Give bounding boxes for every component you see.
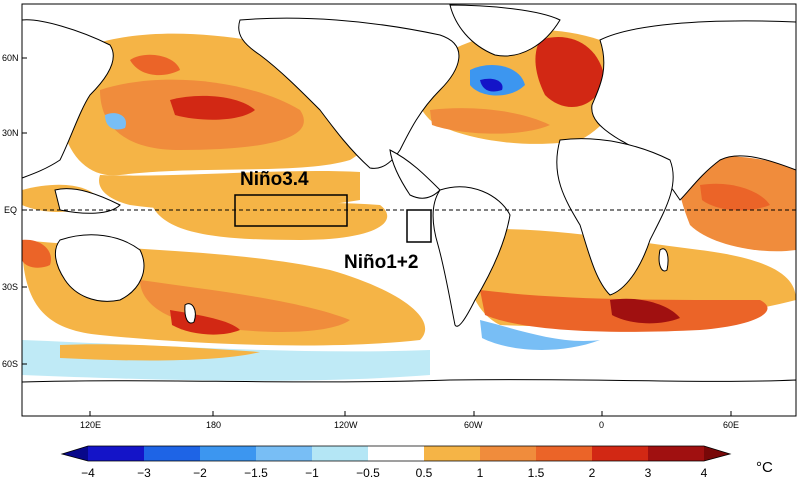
colorbar-label: −0.5	[356, 466, 380, 479]
lat-tick-label: 30N	[2, 128, 19, 138]
colorbar-swatch	[200, 446, 256, 461]
colorbar-swatch	[424, 446, 480, 461]
lat-tick-label: EQ	[4, 205, 17, 215]
anomaly-field	[22, 30, 796, 381]
colorbar-unit: °C	[756, 459, 773, 476]
colorbar-labels: −4 −3 −2 −1.5 −1 −0.5 0.5 1 1.5 2 3 4	[81, 466, 708, 480]
lon-tick-label: 180	[206, 420, 221, 430]
colorbar-label: 4	[701, 466, 708, 479]
colorbar-outline	[60, 445, 732, 462]
colorbar-swatch	[256, 446, 312, 461]
nino34-box	[234, 194, 348, 227]
colorbar-swatch	[88, 446, 144, 461]
colorbar-label: −1	[305, 466, 319, 479]
colorbar-label: 0.5	[416, 466, 433, 479]
lon-tick-label: 60E	[723, 420, 739, 430]
lat-tick-label: 60S	[2, 359, 18, 369]
nino12-box	[406, 209, 432, 243]
nino34-label: Niño3.4	[240, 169, 309, 190]
colorbar-swatch	[648, 446, 704, 461]
colorbar-swatch	[592, 446, 648, 461]
colorbar-label: 2	[589, 466, 596, 479]
colorbar-swatch	[144, 446, 200, 461]
lat-ticks: 60N 30N EQ 30S 60S	[2, 53, 27, 369]
colorbar-label: −3	[137, 466, 151, 479]
colorbar-label: −2	[193, 466, 207, 479]
lat-tick-label: 30S	[2, 282, 18, 292]
nino12-label: Niño1+2	[344, 252, 418, 273]
lon-tick-label: 0	[599, 420, 604, 430]
lon-tick-label: 120W	[334, 420, 358, 430]
colorbar-swatch	[536, 446, 592, 461]
lat-tick-label: 60N	[2, 53, 19, 63]
colorbar-swatch	[368, 446, 424, 461]
colorbar-label: −1.5	[244, 466, 268, 479]
lon-tick-label: 120E	[80, 420, 101, 430]
colorbar-swatch	[62, 446, 88, 461]
colorbar: −4 −3 −2 −1.5 −1 −0.5 0.5 1 1.5 2 3 4 °C	[60, 445, 773, 480]
colorbar-swatch	[312, 446, 368, 461]
lon-tick-label: 60W	[464, 420, 483, 430]
colorbar-swatch	[704, 446, 730, 461]
colorbar-swatch	[480, 446, 536, 461]
colorbar-label: 1	[477, 466, 484, 479]
lon-ticks: 120E 180 120W 60W 0 60E	[80, 411, 739, 430]
colorbar-label: −4	[81, 466, 95, 479]
colorbar-label: 3	[645, 466, 652, 479]
colorbar-label: 1.5	[528, 466, 545, 479]
coastlines	[21, 4, 797, 417]
